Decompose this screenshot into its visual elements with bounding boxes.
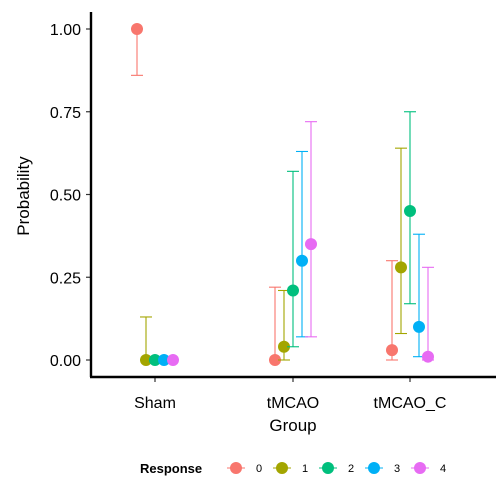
- data-point: [422, 350, 434, 363]
- y-tick-label: 0.00: [50, 353, 81, 370]
- data-point: [287, 284, 299, 297]
- data-point: [149, 354, 161, 366]
- legend-label: 3: [394, 463, 400, 475]
- y-tick-label: 0.50: [50, 188, 81, 205]
- data-point: [386, 344, 398, 357]
- plot-marks: [131, 23, 434, 366]
- data-point: [413, 320, 425, 333]
- x-axis-title: Group: [269, 416, 316, 435]
- x-axis-ticks: Sham tMCAO tMCAO_C: [134, 377, 446, 412]
- x-tick-label: Sham: [134, 395, 176, 412]
- series-3: [158, 150, 425, 366]
- legend-key-point: [414, 462, 426, 474]
- data-point: [395, 261, 407, 274]
- y-axis-title: Probability: [14, 156, 33, 236]
- x-tick-label: tMCAO: [267, 395, 319, 412]
- data-point: [278, 340, 290, 353]
- legend-key-point: [276, 462, 288, 474]
- legend-label: 1: [302, 463, 308, 475]
- series-2: [149, 111, 416, 366]
- data-point: [404, 205, 416, 218]
- x-tick-label: tMCAO_C: [374, 395, 447, 412]
- data-point: [131, 23, 143, 35]
- series-4: [167, 121, 434, 366]
- data-point: [140, 354, 152, 366]
- legend-label: 2: [348, 463, 354, 475]
- y-tick-label: 0.75: [50, 105, 81, 122]
- series-1: [140, 147, 407, 366]
- legend-title: Response: [140, 461, 202, 476]
- legend-key-point: [230, 462, 242, 474]
- y-tick-label: 1.00: [50, 22, 81, 39]
- data-point: [296, 254, 308, 267]
- data-point: [158, 354, 170, 366]
- series-0: [131, 23, 398, 366]
- legend-key-point: [368, 462, 380, 474]
- legend-key-point: [322, 462, 334, 474]
- data-point: [167, 354, 179, 366]
- y-axis-ticks: 0.00 0.25 0.50 0.75 1.00: [50, 22, 91, 370]
- legend-label: 0: [256, 463, 262, 475]
- data-point: [305, 238, 317, 251]
- y-tick-label: 0.25: [50, 270, 81, 287]
- legend: Response 0 1 2 3 4: [140, 461, 446, 476]
- data-point: [269, 354, 281, 366]
- legend-label: 4: [440, 463, 446, 475]
